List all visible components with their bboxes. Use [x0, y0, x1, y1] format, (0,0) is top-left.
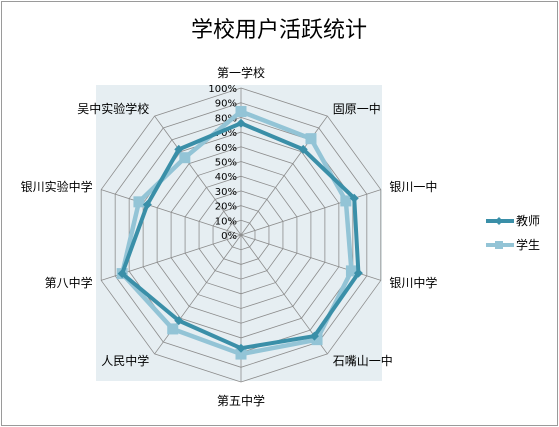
category-label: 银川实验中学: [21, 179, 93, 194]
category-label: 银川一中: [389, 179, 437, 194]
category-label: 第一学校: [217, 65, 265, 80]
tick-label: 100%: [208, 84, 237, 95]
data-point: [236, 106, 247, 117]
data-point: [305, 133, 316, 144]
category-label: 石嘴山一中: [333, 353, 393, 368]
category-label: 吴中实验学校: [77, 101, 149, 116]
tick-label: 30%: [215, 187, 237, 198]
data-point: [167, 323, 178, 334]
category-label: 第八中学: [45, 275, 93, 290]
tick-label: 60%: [215, 143, 237, 154]
data-point: [340, 195, 351, 206]
tick-label: 40%: [215, 172, 237, 183]
chart-title: 学校用户活跃统计: [191, 18, 367, 43]
tick-label: 50%: [215, 158, 237, 169]
tick-label: 0%: [221, 231, 237, 242]
tick-label: 20%: [215, 202, 237, 213]
category-label: 固原一中: [333, 101, 381, 116]
data-point: [133, 196, 144, 207]
data-point: [179, 152, 190, 163]
category-label: 第五中学: [217, 393, 265, 408]
radar-grid: [101, 88, 381, 382]
legend-label: 学生: [516, 237, 540, 252]
tick-label: 90%: [215, 99, 237, 110]
tick-label: 10%: [215, 216, 237, 227]
category-label: 人民中学: [101, 353, 149, 368]
legend-marker: [495, 217, 503, 225]
legend-label: 教师: [516, 213, 540, 228]
legend-marker: [495, 241, 503, 249]
category-label: 银川中学: [389, 275, 437, 290]
